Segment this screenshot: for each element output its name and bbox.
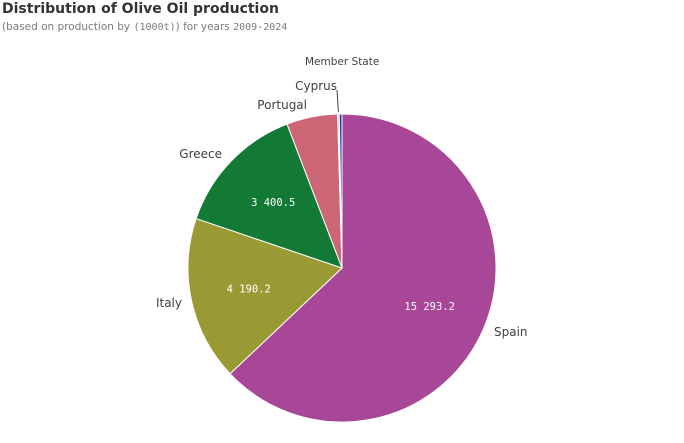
- dimension-label: Member State: [305, 56, 379, 68]
- slice-value-label: 4 190.2: [227, 283, 271, 295]
- slice-name-label: Portugal: [257, 98, 307, 112]
- leader-lines: [336, 89, 339, 113]
- subtitle-prefix: (based on production by: [2, 21, 134, 33]
- slice-name-label: Cyprus: [295, 79, 337, 93]
- pie-slice-greece[interactable]: [195, 123, 343, 269]
- subtitle-years: 2009-2024: [233, 22, 288, 33]
- chart-title: Distribution of Olive Oil production: [2, 1, 279, 17]
- slice-name-label: Greece: [179, 147, 222, 161]
- pie-slice-italy[interactable]: [187, 217, 343, 375]
- slice-value-label: 15 293.2: [404, 301, 455, 313]
- slice-name-label: Italy: [156, 296, 182, 310]
- chart-subtitle: (based on production by (1000t)) for yea…: [2, 21, 288, 33]
- pie-slice-other[interactable]: [338, 113, 343, 269]
- slice-name-label: Spain: [494, 325, 528, 339]
- slice-value-label: 3 400.5: [251, 197, 295, 209]
- pie-slice-spain[interactable]: [229, 113, 497, 423]
- leader-line: [336, 89, 339, 113]
- subtitle-mid: for years: [179, 21, 234, 33]
- subtitle-unit: (1000t): [133, 22, 176, 33]
- pie-slices: [187, 113, 497, 423]
- pie-labels: 15 293.2 Spain 4 190.2 Italy 3 400.5 Greece Po…: [156, 79, 528, 339]
